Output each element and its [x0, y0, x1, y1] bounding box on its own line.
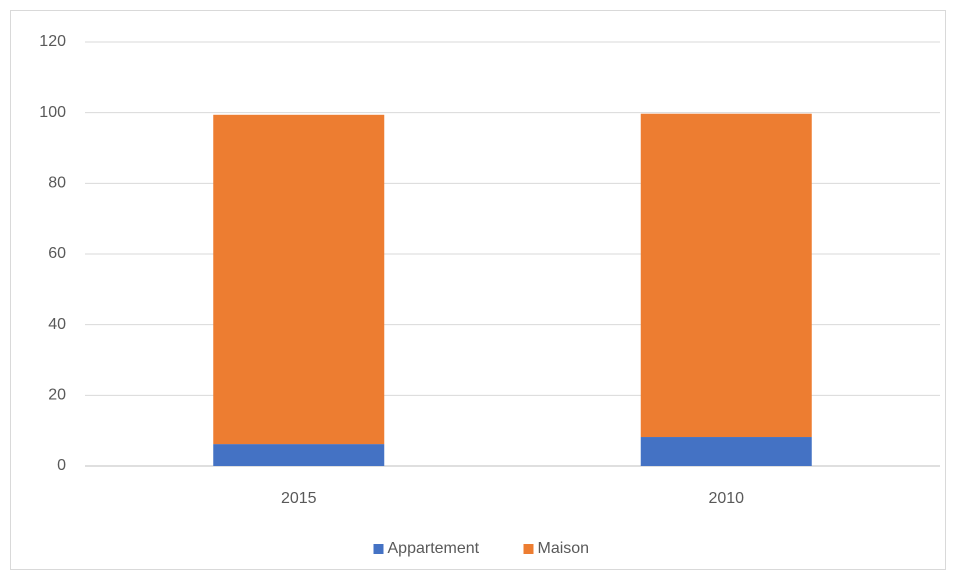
legend-swatch	[523, 544, 534, 554]
y-tick-label: 100	[39, 104, 66, 121]
bar-segment	[640, 437, 812, 466]
bar-segment	[640, 113, 812, 438]
y-tick-label: 80	[48, 175, 66, 192]
y-tick-label: 120	[39, 33, 66, 50]
bar-segment	[213, 114, 385, 445]
y-tick-label: 60	[48, 245, 66, 262]
legend-label: Maison	[538, 540, 590, 557]
y-tick-label: 20	[48, 387, 66, 404]
bar-segment	[213, 444, 385, 466]
legend-label: Appartement	[388, 540, 480, 557]
legend-swatch	[373, 544, 384, 554]
x-tick-label: 2015	[281, 490, 317, 507]
y-tick-label: 40	[48, 316, 66, 333]
y-tick-label: 0	[57, 457, 66, 474]
x-tick-label: 2010	[708, 490, 744, 507]
